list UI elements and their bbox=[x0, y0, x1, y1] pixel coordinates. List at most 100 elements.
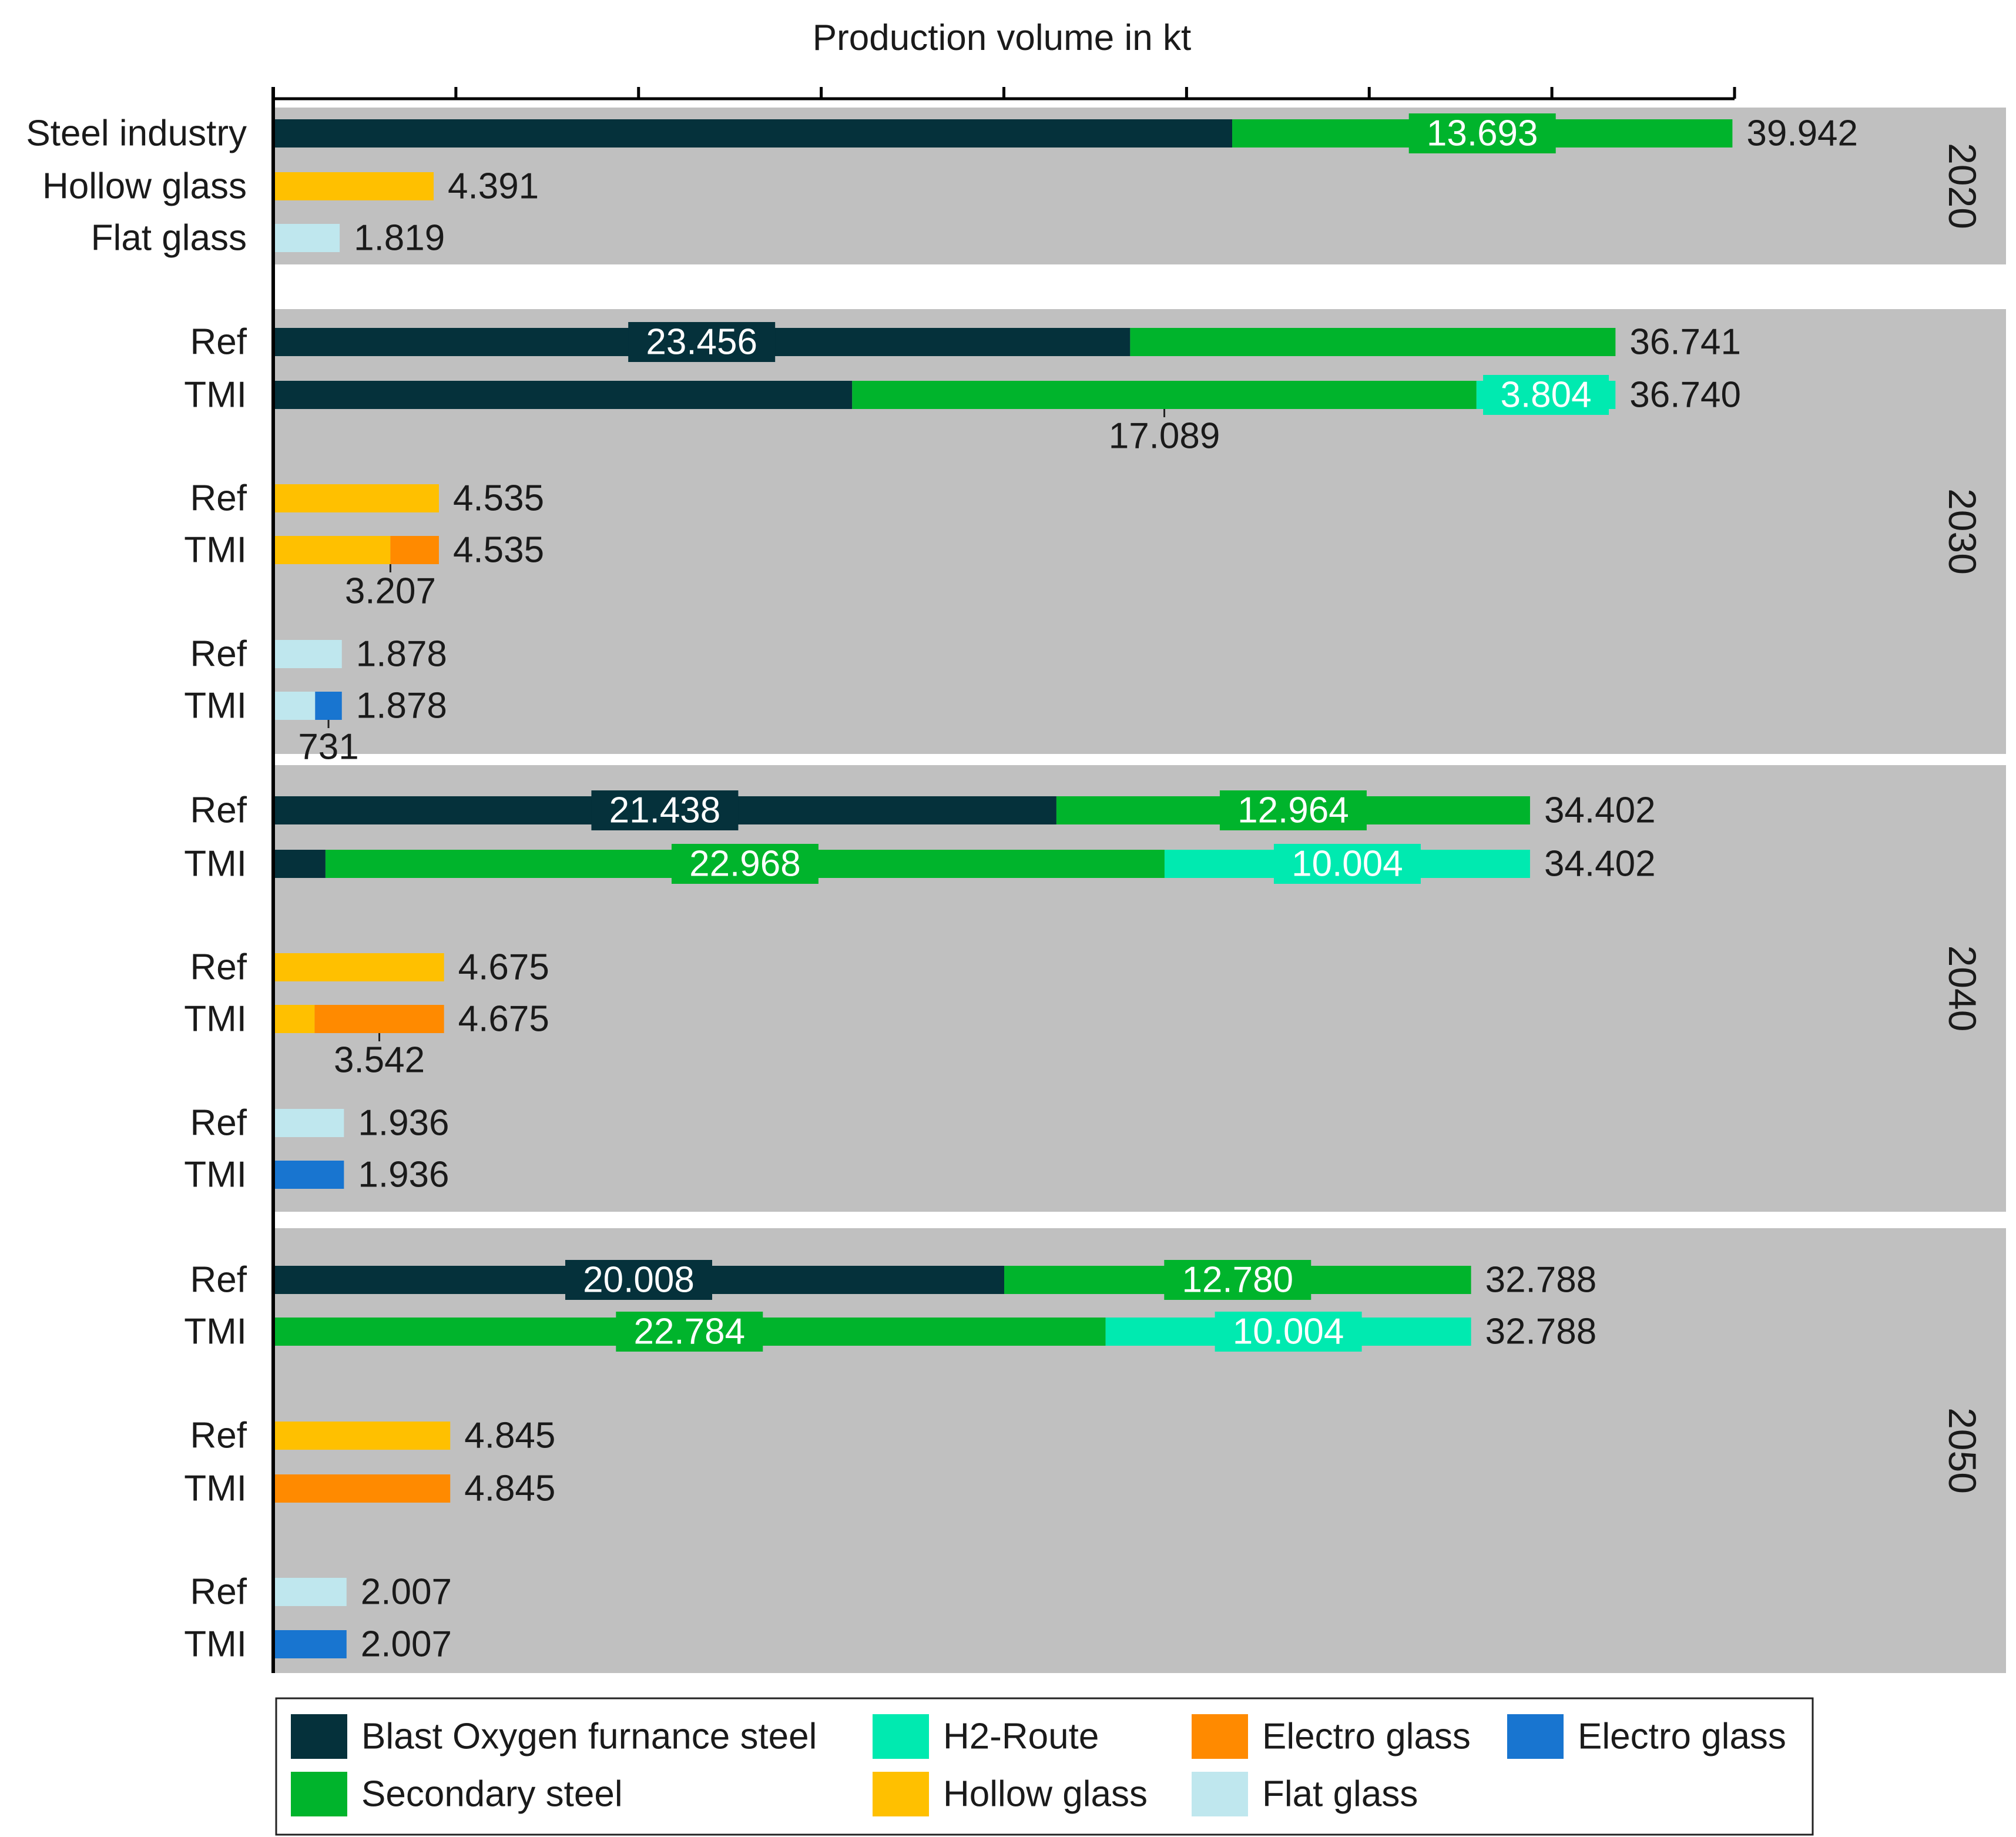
total-label-ref-2050-2: 4.845 bbox=[464, 1416, 555, 1456]
legend-swatch-bof bbox=[291, 1714, 347, 1759]
segment-label-box-h2-tmi-2050-1 bbox=[1215, 1312, 1362, 1352]
total-label-tmi-2050-5: 2.007 bbox=[361, 1624, 452, 1665]
row-label-ref-2040-4: Ref bbox=[190, 1103, 247, 1144]
legend-swatch-secondary bbox=[291, 1772, 347, 1816]
total-label-hollow-glass-2020-1: 4.391 bbox=[448, 166, 539, 207]
total-label-tmi-2030-1: 36.740 bbox=[1629, 375, 1741, 415]
row-label-ref-2030-0: Ref bbox=[190, 322, 247, 363]
below-label-tmi-2030-3: 3.207 bbox=[345, 571, 436, 612]
year-label-2030: 2030 bbox=[1941, 488, 1984, 575]
segment-label-box-secondary-tmi-2040-1 bbox=[671, 844, 819, 884]
total-label-tmi-2030-3: 4.535 bbox=[453, 530, 544, 571]
segment-label-box-h2-tmi-2040-1 bbox=[1273, 844, 1421, 884]
segment-label-box-h2-tmi-2030-1 bbox=[1483, 375, 1609, 415]
row-label-tmi-2050-3: TMI bbox=[184, 1469, 247, 1509]
total-label-steel-industry-2020-0: 39.942 bbox=[1746, 113, 1858, 154]
row-label-ref-2040-0: Ref bbox=[190, 790, 247, 831]
bar-segment-flat-tmi-2030-5 bbox=[273, 692, 316, 720]
row-label-flat-glass-2020-2: Flat glass bbox=[91, 218, 247, 259]
row-label-tmi-2030-1: TMI bbox=[184, 375, 247, 415]
legend-swatch-hollow bbox=[873, 1772, 929, 1816]
bar-segment-flat-ref-2050-4 bbox=[273, 1578, 347, 1606]
row-label-tmi-2050-5: TMI bbox=[184, 1624, 247, 1665]
row-label-tmi-2030-5: TMI bbox=[184, 686, 247, 726]
bar-segment-hollow-ref-2050-2 bbox=[273, 1422, 451, 1450]
total-label-ref-2050-0: 32.788 bbox=[1485, 1260, 1597, 1300]
total-label-ref-2040-0: 34.402 bbox=[1544, 790, 1656, 831]
row-label-ref-2050-4: Ref bbox=[190, 1572, 247, 1613]
bar-segment-hollow-hollow-glass-2020-1 bbox=[273, 172, 434, 200]
segment-label-h2-tmi-2030-1: 3.804 bbox=[1500, 375, 1591, 415]
below-label-tmi-2030-5: 731 bbox=[298, 727, 358, 767]
bar-segment-electro_hollow-tmi-2030-3 bbox=[390, 536, 439, 564]
below-label-tmi-2030-1: 17.089 bbox=[1109, 416, 1220, 457]
bar-segment-electro_hollow-tmi-2040-3 bbox=[314, 1005, 444, 1033]
legend-label-flat: Flat glass bbox=[1262, 1774, 1418, 1815]
legend-swatch-flat bbox=[1192, 1772, 1248, 1816]
bar-segment-hollow-tmi-2030-3 bbox=[273, 536, 391, 564]
segment-label-bof-ref-2040-0: 21.438 bbox=[609, 790, 721, 831]
segment-label-secondary-ref-2050-0: 12.780 bbox=[1182, 1260, 1293, 1300]
segment-label-h2-tmi-2040-1: 10.004 bbox=[1292, 844, 1403, 884]
bar-segment-bof-tmi-2030-1 bbox=[273, 381, 853, 409]
segment-label-box-secondary-steel-industry-2020-0 bbox=[1408, 113, 1556, 153]
bar-segment-secondary-tmi-2030-1 bbox=[852, 381, 1477, 409]
bar-segment-electro_flat-tmi-2040-5 bbox=[273, 1161, 344, 1189]
row-label-steel-industry-2020-0: Steel industry bbox=[26, 113, 247, 154]
legend-label-electro_hollow: Electro glass bbox=[1262, 1717, 1471, 1757]
bars: Steel industry 13.693 39.942 Hollow glass 4.… bbox=[26, 113, 1858, 1665]
year-label-2050: 2050 bbox=[1941, 1407, 1984, 1494]
segment-label-secondary-steel-industry-2020-0: 13.693 bbox=[1427, 113, 1538, 154]
row-label-tmi-2030-3: TMI bbox=[184, 530, 247, 571]
bar-segment-hollow-ref-2040-2 bbox=[273, 953, 444, 981]
legend-label-hollow: Hollow glass bbox=[943, 1774, 1148, 1815]
total-label-ref-2050-4: 2.007 bbox=[361, 1572, 452, 1613]
segment-label-box-bof-ref-2050-0 bbox=[565, 1260, 712, 1300]
row-label-tmi-2040-3: TMI bbox=[184, 999, 247, 1040]
segment-label-secondary-tmi-2040-1: 22.968 bbox=[689, 844, 801, 884]
bar-segment-bof-tmi-2040-1 bbox=[273, 850, 326, 878]
legend-label-electro_flat: Electro glass bbox=[1578, 1717, 1786, 1757]
legend-label-h2: H2-Route bbox=[943, 1717, 1099, 1757]
total-label-tmi-2030-5: 1.878 bbox=[356, 686, 447, 726]
chart-title: Production volume in kt bbox=[813, 18, 1191, 58]
total-label-tmi-2050-3: 4.845 bbox=[464, 1469, 555, 1509]
row-label-ref-2050-2: Ref bbox=[190, 1416, 247, 1456]
year-label-2020: 2020 bbox=[1941, 143, 1984, 229]
row-label-ref-2030-2: Ref bbox=[190, 478, 247, 519]
legend-swatch-h2 bbox=[873, 1714, 929, 1759]
bar-segment-hollow-tmi-2040-3 bbox=[273, 1005, 315, 1033]
year-panel-2050 bbox=[273, 1228, 2006, 1673]
bar-segment-hollow-ref-2030-2 bbox=[273, 484, 439, 512]
segment-label-box-bof-ref-2030-0 bbox=[628, 322, 776, 362]
segment-label-box-secondary-ref-2040-0 bbox=[1219, 790, 1367, 830]
legend: Blast Oxygen furnance steel H2-Route Elect… bbox=[275, 1697, 1814, 1836]
total-label-tmi-2040-5: 1.936 bbox=[358, 1155, 449, 1195]
segment-label-secondary-ref-2040-0: 12.964 bbox=[1237, 790, 1349, 831]
legend-swatch-electro_flat bbox=[1507, 1714, 1564, 1759]
segment-label-secondary-tmi-2050-1: 22.784 bbox=[633, 1312, 745, 1352]
total-label-tmi-2040-1: 34.402 bbox=[1544, 844, 1656, 884]
row-label-ref-2040-2: Ref bbox=[190, 947, 247, 988]
segment-label-box-bof-ref-2040-0 bbox=[591, 790, 739, 830]
total-label-ref-2030-2: 4.535 bbox=[453, 478, 544, 519]
row-label-ref-2030-4: Ref bbox=[190, 634, 247, 675]
total-label-ref-2040-4: 1.936 bbox=[358, 1103, 449, 1144]
bar-segment-flat-ref-2040-4 bbox=[273, 1109, 344, 1137]
x-axis bbox=[271, 87, 1736, 1673]
total-label-ref-2030-0: 36.741 bbox=[1629, 322, 1741, 363]
segment-label-bof-ref-2050-0: 20.008 bbox=[583, 1260, 695, 1300]
legend-label-secondary: Secondary steel bbox=[361, 1774, 623, 1815]
total-label-ref-2030-4: 1.878 bbox=[356, 634, 447, 675]
legend-swatch-electro_hollow bbox=[1192, 1714, 1248, 1759]
row-label-tmi-2040-5: TMI bbox=[184, 1155, 247, 1195]
legend-label-bof: Blast Oxygen furnance steel bbox=[361, 1717, 817, 1757]
total-label-tmi-2050-1: 32.788 bbox=[1485, 1312, 1597, 1352]
segment-label-h2-tmi-2050-1: 10.004 bbox=[1233, 1312, 1344, 1352]
row-label-tmi-2040-1: TMI bbox=[184, 844, 247, 884]
total-label-ref-2040-2: 4.675 bbox=[458, 947, 549, 988]
bar-segment-flat-ref-2030-4 bbox=[273, 640, 342, 668]
bar-segment-bof-steel-industry-2020-0 bbox=[273, 119, 1233, 148]
row-label-hollow-glass-2020-1: Hollow glass bbox=[42, 166, 247, 207]
bar-segment-electro_hollow-tmi-2050-3 bbox=[273, 1474, 451, 1503]
